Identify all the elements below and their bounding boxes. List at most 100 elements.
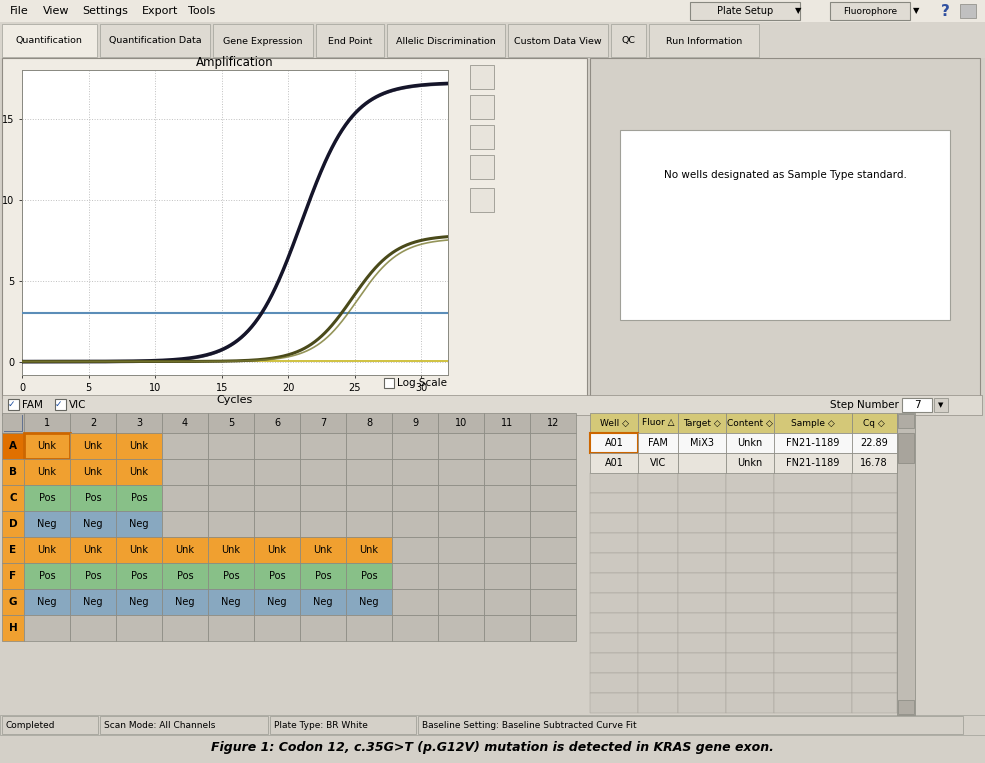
Text: Neg: Neg (267, 597, 287, 607)
Bar (774, 653, 852, 673)
Text: 12: 12 (547, 418, 559, 428)
Bar (470, 95, 494, 119)
Text: Fluor △: Fluor △ (642, 418, 675, 427)
Bar (346, 485, 392, 511)
Bar (690, 2, 800, 20)
Bar (100, 24, 210, 57)
Bar (678, 553, 726, 573)
Bar (678, 613, 726, 633)
Text: Sample ◇: Sample ◇ (791, 418, 835, 427)
Text: FAM: FAM (648, 438, 668, 448)
Bar (774, 433, 852, 453)
Text: 16.78: 16.78 (860, 458, 887, 468)
Text: Baseline Setting: Baseline Subtracted Curve Fit: Baseline Setting: Baseline Subtracted Cu… (422, 720, 636, 729)
Bar (438, 413, 484, 433)
Bar (590, 693, 638, 713)
Bar (162, 511, 208, 537)
Bar (438, 485, 484, 511)
Bar (270, 716, 416, 734)
Bar (70, 511, 116, 537)
Bar (162, 589, 208, 615)
Bar (116, 433, 162, 459)
Bar (162, 485, 208, 511)
Bar (254, 537, 300, 563)
Bar (508, 24, 608, 57)
Text: Unk: Unk (129, 441, 149, 451)
Bar (392, 615, 438, 641)
Bar (638, 533, 678, 553)
Bar (116, 485, 162, 511)
Bar (590, 653, 638, 673)
Bar (346, 537, 392, 563)
Text: Quantification Data: Quantification Data (108, 37, 201, 46)
Bar (116, 537, 162, 563)
Bar (590, 613, 638, 633)
Text: Fluorophore: Fluorophore (843, 7, 897, 15)
Text: End Point: End Point (328, 37, 372, 46)
Bar (470, 65, 494, 89)
Bar (678, 413, 726, 433)
Bar (484, 589, 530, 615)
Bar (484, 563, 530, 589)
Bar (590, 633, 638, 653)
Bar (678, 593, 726, 613)
Bar (638, 453, 678, 473)
Text: Scan Mode: All Channels: Scan Mode: All Channels (104, 720, 216, 729)
Text: Neg: Neg (313, 597, 333, 607)
Bar (116, 563, 162, 589)
Text: Unkn: Unkn (738, 458, 762, 468)
Bar (590, 58, 980, 398)
Bar (2, 511, 24, 537)
Bar (774, 453, 852, 473)
Bar (438, 563, 484, 589)
Bar (852, 553, 897, 573)
Bar (590, 493, 638, 513)
Text: F: F (10, 571, 17, 581)
Bar (484, 433, 530, 459)
Text: Export: Export (142, 6, 178, 16)
Bar (852, 473, 897, 493)
Bar (484, 537, 530, 563)
Text: B: B (9, 467, 17, 477)
Text: Plate Type: BR White: Plate Type: BR White (274, 720, 367, 729)
Bar (392, 413, 438, 433)
Text: Custom Data View: Custom Data View (514, 37, 602, 46)
Bar (638, 493, 678, 513)
Bar (254, 413, 300, 433)
Text: 7: 7 (320, 418, 326, 428)
Text: Neg: Neg (175, 597, 195, 607)
Text: Unk: Unk (37, 545, 56, 555)
Bar (852, 433, 897, 453)
Bar (774, 553, 852, 573)
Bar (726, 613, 774, 633)
Bar (300, 589, 346, 615)
Bar (24, 413, 70, 433)
X-axis label: Cycles: Cycles (217, 395, 253, 405)
Bar (726, 553, 774, 573)
Bar (2, 24, 97, 57)
Bar (70, 615, 116, 641)
Bar (852, 633, 897, 653)
Bar (726, 473, 774, 493)
Bar (852, 533, 897, 553)
Bar (960, 4, 976, 18)
Text: MiX3: MiX3 (690, 438, 714, 448)
Bar (346, 511, 392, 537)
Bar (902, 398, 932, 412)
Bar (484, 459, 530, 485)
Bar (678, 493, 726, 513)
Bar (70, 563, 116, 589)
Bar (392, 511, 438, 537)
Bar (852, 613, 897, 633)
Bar (590, 433, 638, 453)
Bar (24, 485, 70, 511)
Bar (0, 22, 985, 58)
Text: 8: 8 (366, 418, 372, 428)
Text: Pos: Pos (176, 571, 193, 581)
Bar (346, 433, 392, 459)
Text: Unk: Unk (37, 467, 56, 477)
Bar (24, 615, 70, 641)
Bar (300, 563, 346, 589)
Bar (392, 485, 438, 511)
Bar (2, 537, 24, 563)
